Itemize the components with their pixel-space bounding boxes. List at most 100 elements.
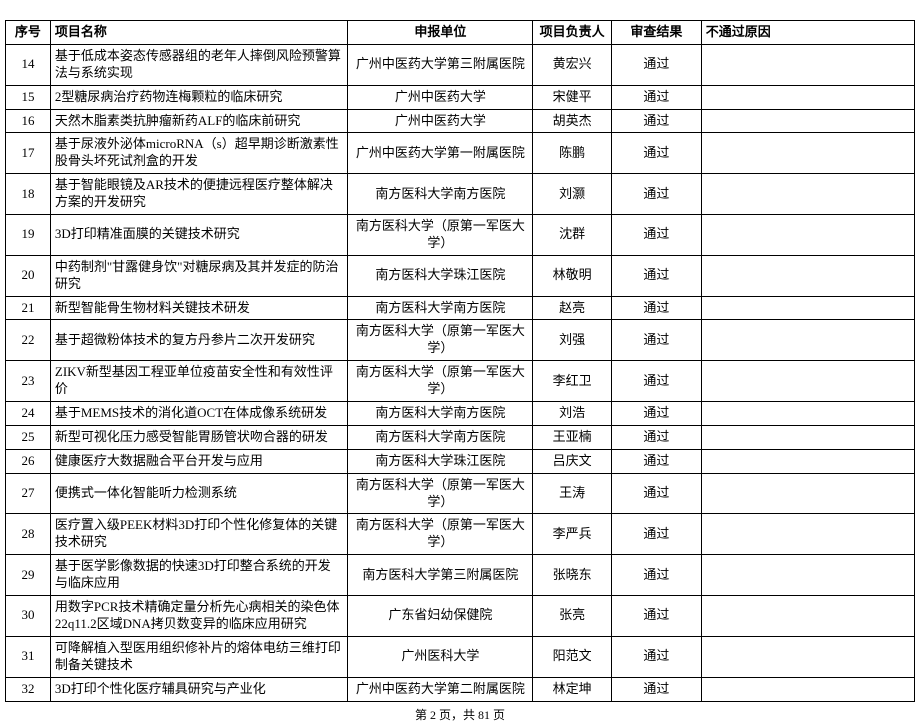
cell-seq: 29 (6, 555, 51, 596)
cell-result: 通过 (611, 402, 701, 426)
cell-seq: 24 (6, 402, 51, 426)
cell-seq: 22 (6, 320, 51, 361)
cell-leader: 李严兵 (533, 514, 612, 555)
cell-name: 基于医学影像数据的快速3D打印整合系统的开发与临床应用 (50, 555, 347, 596)
cell-result: 通过 (611, 174, 701, 215)
cell-unit: 南方医科大学南方医院 (348, 402, 533, 426)
cell-name: ZIKV新型基因工程亚单位疫苗安全性和有效性评价 (50, 361, 347, 402)
col-header-name: 项目名称 (50, 21, 347, 45)
table-row: 26健康医疗大数据融合平台开发与应用南方医科大学珠江医院吕庆文通过 (6, 449, 915, 473)
cell-leader: 吕庆文 (533, 449, 612, 473)
cell-result: 通过 (611, 636, 701, 677)
cell-unit: 南方医科大学珠江医院 (348, 255, 533, 296)
cell-reason (701, 215, 914, 256)
cell-name: 天然木脂素类抗肿瘤新药ALF的临床前研究 (50, 109, 347, 133)
cell-seq: 28 (6, 514, 51, 555)
table-row: 193D打印精准面膜的关键技术研究南方医科大学（原第一军医大学）沈群通过 (6, 215, 915, 256)
table-row: 28医疗置入级PEEK材料3D打印个性化修复体的关键技术研究南方医科大学（原第一… (6, 514, 915, 555)
cell-name: 基于超微粉体技术的复方丹参片二次开发研究 (50, 320, 347, 361)
cell-seq: 20 (6, 255, 51, 296)
cell-name: 2型糖尿病治疗药物连梅颗粒的临床研究 (50, 85, 347, 109)
cell-leader: 沈群 (533, 215, 612, 256)
cell-leader: 赵亮 (533, 296, 612, 320)
cell-result: 通过 (611, 596, 701, 637)
col-header-leader: 项目负责人 (533, 21, 612, 45)
table-row: 20中药制剂"甘露健身饮"对糖尿病及其并发症的防治研究南方医科大学珠江医院林敬明… (6, 255, 915, 296)
cell-reason (701, 133, 914, 174)
table-row: 25新型可视化压力感受智能胃肠管状吻合器的研发南方医科大学南方医院王亚楠通过 (6, 425, 915, 449)
cell-reason (701, 514, 914, 555)
cell-unit: 南方医科大学南方医院 (348, 174, 533, 215)
cell-seq: 27 (6, 473, 51, 514)
cell-unit: 广州中医药大学第二附属医院 (348, 677, 533, 701)
cell-result: 通过 (611, 514, 701, 555)
table-row: 323D打印个性化医疗辅具研究与产业化广州中医药大学第二附属医院林定坤通过 (6, 677, 915, 701)
cell-reason (701, 255, 914, 296)
cell-name: 中药制剂"甘露健身饮"对糖尿病及其并发症的防治研究 (50, 255, 347, 296)
cell-unit: 广东省妇幼保健院 (348, 596, 533, 637)
table-row: 27便携式一体化智能听力检测系统南方医科大学（原第一军医大学）王涛通过 (6, 473, 915, 514)
col-header-unit: 申报单位 (348, 21, 533, 45)
table-row: 29基于医学影像数据的快速3D打印整合系统的开发与临床应用南方医科大学第三附属医… (6, 555, 915, 596)
cell-result: 通过 (611, 255, 701, 296)
table-row: 23ZIKV新型基因工程亚单位疫苗安全性和有效性评价南方医科大学（原第一军医大学… (6, 361, 915, 402)
table-row: 18基于智能眼镜及AR技术的便捷远程医疗整体解决方案的开发研究南方医科大学南方医… (6, 174, 915, 215)
cell-unit: 南方医科大学南方医院 (348, 425, 533, 449)
cell-leader: 林定坤 (533, 677, 612, 701)
cell-leader: 张亮 (533, 596, 612, 637)
col-header-reason: 不通过原因 (701, 21, 914, 45)
cell-seq: 18 (6, 174, 51, 215)
cell-reason (701, 425, 914, 449)
table-row: 17基于尿液外泌体microRNA（s）超早期诊断激素性股骨头坏死试剂盒的开发广… (6, 133, 915, 174)
table-row: 16天然木脂素类抗肿瘤新药ALF的临床前研究广州中医药大学胡英杰通过 (6, 109, 915, 133)
cell-leader: 李红卫 (533, 361, 612, 402)
cell-name: 3D打印个性化医疗辅具研究与产业化 (50, 677, 347, 701)
table-row: 22基于超微粉体技术的复方丹参片二次开发研究南方医科大学（原第一军医大学）刘强通… (6, 320, 915, 361)
cell-unit: 南方医科大学（原第一军医大学） (348, 473, 533, 514)
cell-result: 通过 (611, 296, 701, 320)
cell-unit: 广州中医药大学 (348, 109, 533, 133)
cell-name: 新型可视化压力感受智能胃肠管状吻合器的研发 (50, 425, 347, 449)
col-header-seq: 序号 (6, 21, 51, 45)
cell-seq: 25 (6, 425, 51, 449)
cell-seq: 21 (6, 296, 51, 320)
table-row: 14基于低成本姿态传感器组的老年人摔倒风险预警算法与系统实现广州中医药大学第三附… (6, 44, 915, 85)
page-footer: 第 2 页，共 81 页 (5, 706, 915, 723)
cell-seq: 26 (6, 449, 51, 473)
cell-reason (701, 361, 914, 402)
cell-unit: 南方医科大学南方医院 (348, 296, 533, 320)
cell-reason (701, 677, 914, 701)
cell-leader: 王亚楠 (533, 425, 612, 449)
cell-unit: 广州中医药大学 (348, 85, 533, 109)
cell-leader: 林敬明 (533, 255, 612, 296)
cell-unit: 南方医科大学珠江医院 (348, 449, 533, 473)
table-header: 序号 项目名称 申报单位 项目负责人 审查结果 不通过原因 (6, 21, 915, 45)
table-row: 21新型智能骨生物材料关键技术研发南方医科大学南方医院赵亮通过 (6, 296, 915, 320)
header-row: 序号 项目名称 申报单位 项目负责人 审查结果 不通过原因 (6, 21, 915, 45)
cell-seq: 19 (6, 215, 51, 256)
cell-name: 基于尿液外泌体microRNA（s）超早期诊断激素性股骨头坏死试剂盒的开发 (50, 133, 347, 174)
cell-unit: 南方医科大学（原第一军医大学） (348, 514, 533, 555)
table-row: 30用数字PCR技术精确定量分析先心病相关的染色体22q11.2区域DNA拷贝数… (6, 596, 915, 637)
col-header-result: 审查结果 (611, 21, 701, 45)
cell-result: 通过 (611, 109, 701, 133)
cell-seq: 16 (6, 109, 51, 133)
cell-name: 基于智能眼镜及AR技术的便捷远程医疗整体解决方案的开发研究 (50, 174, 347, 215)
cell-reason (701, 555, 914, 596)
cell-seq: 31 (6, 636, 51, 677)
cell-reason (701, 174, 914, 215)
cell-reason (701, 473, 914, 514)
footer-prefix: 第 (415, 708, 430, 722)
cell-seq: 17 (6, 133, 51, 174)
cell-seq: 32 (6, 677, 51, 701)
cell-unit: 广州医科大学 (348, 636, 533, 677)
cell-leader: 黄宏兴 (533, 44, 612, 85)
cell-reason (701, 449, 914, 473)
table-row: 152型糖尿病治疗药物连梅颗粒的临床研究广州中医药大学宋健平通过 (6, 85, 915, 109)
cell-result: 通过 (611, 85, 701, 109)
cell-reason (701, 596, 914, 637)
cell-seq: 14 (6, 44, 51, 85)
cell-result: 通过 (611, 215, 701, 256)
cell-unit: 南方医科大学（原第一军医大学） (348, 215, 533, 256)
cell-result: 通过 (611, 44, 701, 85)
